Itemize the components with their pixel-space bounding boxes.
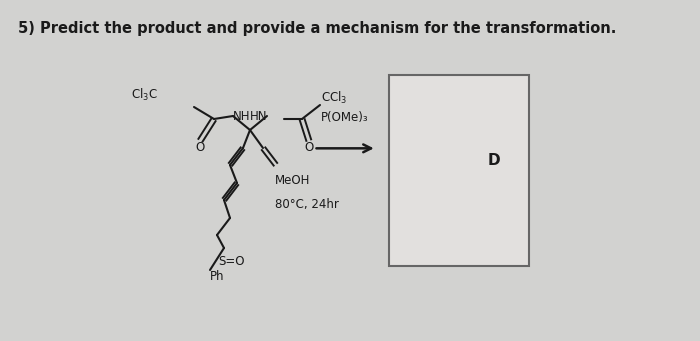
Text: HN: HN (249, 109, 267, 122)
Text: Cl$_3$C: Cl$_3$C (132, 87, 158, 103)
Text: CCl$_3$: CCl$_3$ (321, 90, 347, 106)
Text: 5) Predict the product and provide a mechanism for the transformation.: 5) Predict the product and provide a mec… (18, 21, 617, 36)
Text: MeOH: MeOH (275, 174, 311, 187)
Text: P(OMe)₃: P(OMe)₃ (321, 112, 369, 124)
Bar (389, 75, 528, 266)
Text: S=O: S=O (218, 255, 244, 268)
Text: 80°C, 24hr: 80°C, 24hr (275, 198, 339, 211)
Text: D: D (487, 153, 500, 168)
Text: O: O (195, 141, 204, 154)
Text: Ph: Ph (210, 270, 225, 283)
Text: NH: NH (233, 109, 251, 122)
Text: O: O (304, 141, 314, 154)
